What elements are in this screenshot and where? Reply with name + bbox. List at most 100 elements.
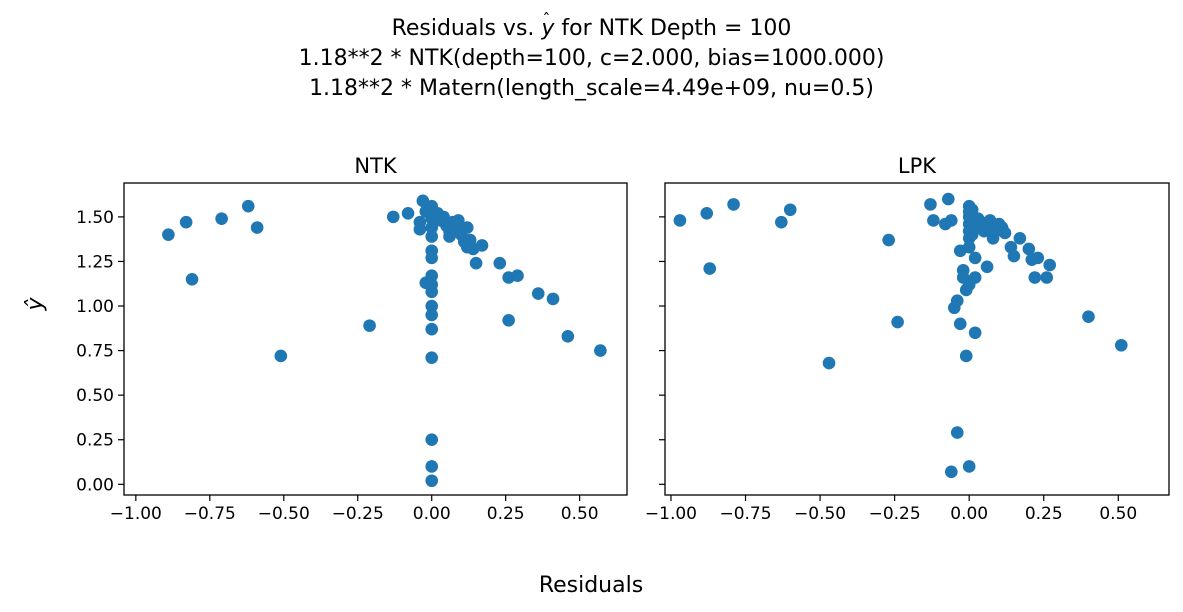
data-point [425, 308, 439, 322]
data-point [460, 221, 474, 234]
data-point [942, 192, 955, 206]
data-point [1114, 338, 1128, 352]
data-point [594, 344, 607, 357]
data-point [425, 251, 439, 265]
data-point [945, 465, 958, 479]
figure-subtitle-matern: 1.18**2 * Matern(length_scale=4.49e+09, … [309, 76, 874, 101]
data-point [945, 214, 958, 227]
y-tick-label: 1.50 [76, 208, 114, 228]
y-tick-label: 0.25 [76, 431, 114, 451]
data-point [475, 239, 489, 252]
x-tick-label: 0.50 [1099, 504, 1137, 524]
data-point [700, 207, 714, 220]
data-point [502, 313, 515, 327]
y-tick-label: 0.75 [76, 342, 114, 362]
data-point [425, 460, 439, 473]
data-point [1022, 242, 1036, 256]
data-point [962, 460, 976, 473]
ntk-panel: −1.00 −0.75 −0.50 −0.25 0.00 0.25 0.50 0.00 0.25… [76, 154, 628, 524]
data-point [241, 199, 255, 213]
data-point [1043, 258, 1057, 272]
data-point [962, 240, 976, 254]
data-point [950, 294, 964, 307]
data-point [401, 207, 415, 220]
data-point [968, 326, 982, 340]
data-point [1028, 271, 1042, 284]
data-point [1031, 251, 1045, 265]
x-tick-label: −1.00 [645, 504, 697, 524]
data-point [1040, 271, 1054, 284]
data-point [950, 426, 964, 439]
data-point [250, 221, 264, 234]
data-point [968, 271, 982, 284]
x-tick-label: 0.25 [1025, 504, 1063, 524]
data-point [1013, 231, 1027, 245]
plot-frame [123, 182, 628, 496]
data-point [924, 198, 937, 211]
data-point [531, 287, 545, 300]
data-point [703, 262, 717, 275]
data-point [425, 299, 439, 313]
data-point [363, 319, 376, 332]
data-point [1007, 249, 1021, 263]
x-axis-label: Residuals [539, 573, 643, 598]
data-point [673, 214, 687, 227]
data-point [953, 317, 967, 331]
data-point [425, 269, 439, 283]
data-point [425, 221, 439, 234]
title-prefix: Residuals vs. [391, 16, 542, 41]
x-tick-label: −0.25 [869, 504, 921, 524]
x-tick-label: 0.25 [487, 504, 525, 524]
data-point [274, 349, 288, 363]
data-point [927, 214, 940, 227]
panel-title: NTK [354, 154, 398, 178]
data-point [425, 474, 439, 488]
data-point [425, 285, 439, 299]
x-tick-label: −0.50 [258, 504, 310, 524]
data-point [980, 260, 994, 274]
x-tick-label: 0.00 [950, 504, 988, 524]
data-point [998, 226, 1012, 240]
plot-frame [664, 182, 1170, 496]
data-point [882, 233, 895, 247]
data-point [469, 256, 483, 270]
data-point [425, 351, 439, 365]
data-point [493, 256, 507, 270]
data-point [783, 203, 797, 217]
x-tick-label: −1.00 [110, 504, 162, 524]
x-tick-label: 0.00 [413, 504, 451, 524]
data-point [179, 215, 193, 229]
panel-title: LPK [898, 154, 937, 178]
data-point [959, 349, 973, 363]
data-point [386, 210, 400, 224]
x-tick-label: 0.50 [561, 504, 599, 524]
data-point [822, 356, 836, 370]
y-tick-label: 0.00 [76, 475, 114, 495]
data-point [425, 322, 439, 336]
data-point [561, 330, 575, 343]
data-point [413, 215, 427, 229]
x-tick-label: −0.75 [719, 504, 771, 524]
title-suffix: for NTK Depth = 100 [554, 16, 792, 41]
data-point [185, 272, 199, 286]
y-tick-label: 0.50 [76, 386, 114, 406]
data-point [965, 203, 979, 217]
data-point [775, 215, 788, 229]
data-point [511, 269, 524, 283]
x-tick-label: −0.50 [794, 504, 846, 524]
y-tick-label: 1.25 [76, 252, 114, 272]
data-point [162, 228, 175, 241]
figure-subtitle-ntk: 1.18**2 * NTK(depth=100, c=2.000, bias=1… [298, 46, 885, 71]
data-point [727, 198, 740, 211]
data-point [546, 292, 560, 306]
data-point [891, 315, 904, 329]
data-point [425, 230, 439, 243]
y-axis-label: ŷ [23, 297, 48, 312]
data-point [968, 251, 982, 265]
data-point [215, 212, 228, 225]
x-tick-label: −0.75 [184, 504, 236, 524]
